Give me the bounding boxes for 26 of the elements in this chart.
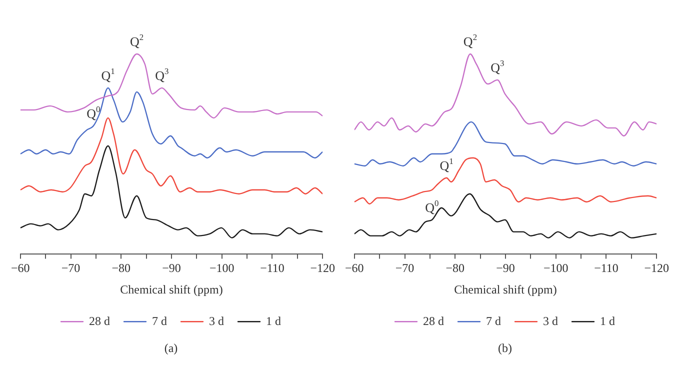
x-tick-label: −80 (446, 261, 465, 276)
x-tick-label: −60 (344, 261, 364, 276)
x-tick-label: −80 (112, 261, 131, 276)
legend-label: 1 d (266, 314, 281, 328)
legend-label: 3 d (543, 314, 558, 328)
x-tick-label: −90 (496, 261, 515, 276)
x-axis-title: Chemical shift (ppm) (120, 282, 223, 297)
text: (b) (498, 340, 512, 355)
x-tick-label: −100 (209, 261, 234, 276)
x-tick-label: −70 (395, 261, 414, 276)
x-tick-label: −110 (260, 261, 284, 276)
x-tick-label: −90 (162, 261, 181, 276)
x-tick-label: −120 (644, 261, 670, 276)
x-tick-label: −100 (543, 261, 568, 276)
x-tick-label: −120 (310, 261, 336, 276)
text: (a) (164, 340, 178, 355)
x-axis-title: Chemical shift (ppm) (454, 282, 557, 297)
x-tick-label: −60 (10, 261, 30, 276)
legend-label: 28 d (423, 314, 444, 328)
legend-label: 7 d (486, 314, 501, 328)
legend-label: 7 d (152, 314, 167, 328)
x-tick-label: −110 (594, 261, 618, 276)
legend-label: 3 d (209, 314, 224, 328)
x-tick-label: −70 (61, 261, 80, 276)
legend-label: 28 d (89, 314, 110, 328)
legend-label: 1 d (600, 314, 615, 328)
